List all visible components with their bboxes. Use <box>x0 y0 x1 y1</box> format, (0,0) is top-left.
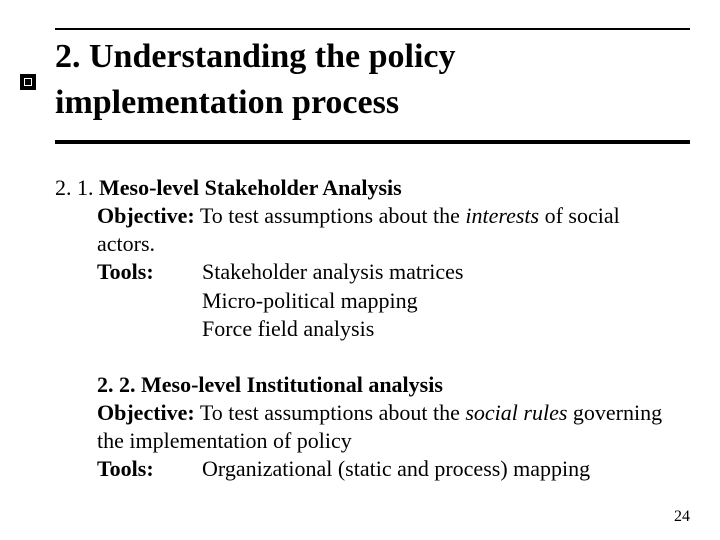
objective-text-italic: interests <box>465 203 539 228</box>
section-1-tools-line: Tools:Stakeholder analysis matrices <box>97 258 670 286</box>
tools-label: Tools: <box>97 258 202 286</box>
tool-item: Force field analysis <box>202 315 670 343</box>
slide-title: 2. Understanding the policy implementati… <box>55 34 680 126</box>
objective-label: Objective: <box>97 203 195 228</box>
objective-text-italic: social rules <box>465 400 567 425</box>
section-1-heading: Meso-level Stakeholder Analysis <box>99 175 402 200</box>
top-horizontal-rule <box>55 28 690 30</box>
section-spacer <box>55 343 670 371</box>
tools-label: Tools: <box>97 455 202 483</box>
section-2-number: 2. 2. <box>97 372 136 397</box>
title-bullet-icon <box>20 74 36 90</box>
tool-item: Organizational (static and process) mapp… <box>202 456 590 481</box>
tool-item: Stakeholder analysis matrices <box>202 259 463 284</box>
section-2-heading: Meso-level Institutional analysis <box>141 372 443 397</box>
objective-text-pre: To test assumptions about the <box>200 400 466 425</box>
objective-label: Objective: <box>97 400 195 425</box>
section-2-objective: Objective: To test assumptions about the… <box>97 399 670 455</box>
section-2-block: 2. 2. Meso-level Institutional analysis … <box>97 371 670 484</box>
section-2-tools-line: Tools:Organizational (static and process… <box>97 455 670 483</box>
section-2-heading-line: 2. 2. Meso-level Institutional analysis <box>97 371 670 399</box>
section-1-number: 2. 1. <box>55 175 94 200</box>
section-1-objective: Objective: To test assumptions about the… <box>97 202 670 258</box>
section-1-heading-line: 2. 1. Meso-level Stakeholder Analysis <box>55 174 670 202</box>
tool-item: Micro-political mapping <box>202 287 670 315</box>
objective-text-pre: To test assumptions about the <box>200 203 466 228</box>
title-bullet-inner <box>24 78 32 86</box>
slide-body: 2. 1. Meso-level Stakeholder Analysis Ob… <box>55 174 670 484</box>
bottom-horizontal-rule <box>55 140 690 144</box>
page-number: 24 <box>674 508 690 526</box>
